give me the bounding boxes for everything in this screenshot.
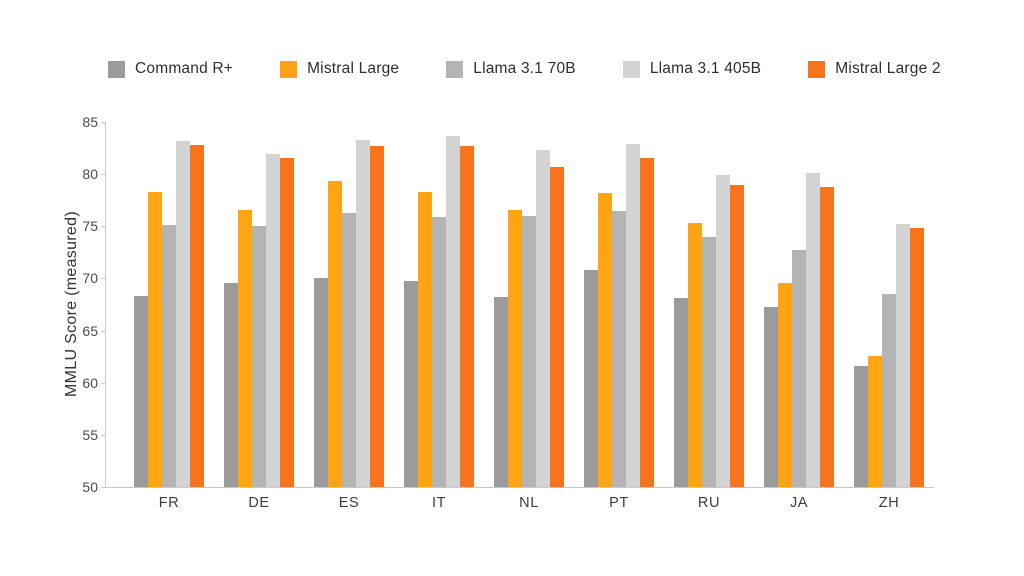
bar-pt-series-3 — [626, 143, 640, 487]
bar-group-pt — [584, 122, 654, 487]
bar-ru-series-2 — [702, 236, 716, 487]
bar-nl-series-1 — [508, 209, 522, 487]
y-tick-mark — [101, 278, 105, 280]
bar-ru-series-4 — [730, 184, 744, 487]
chart-legend: Command R+ Mistral Large Llama 3.1 70B Llam… — [108, 60, 941, 78]
bar-pt-series-4 — [640, 157, 654, 487]
bar-pt-series-1 — [598, 192, 612, 487]
y-tick-label: 60 — [82, 374, 98, 391]
legend-item-1: Mistral Large — [280, 60, 399, 78]
bar-it-series-1 — [418, 191, 432, 487]
legend-label: Mistral Large — [307, 60, 400, 77]
x-tick-label-ja: JA — [789, 495, 809, 511]
legend-label: Llama 3.1 70B — [473, 60, 576, 77]
x-tick-label-ru: RU — [697, 495, 721, 511]
y-tick-label: 50 — [82, 479, 98, 495]
bar-fr-series-3 — [176, 140, 190, 487]
legend-item-3: Llama 3.1 405B — [622, 60, 762, 78]
bar-fr-series-4 — [190, 144, 204, 487]
bar-group-ja — [764, 122, 834, 487]
x-tick-label-it: IT — [431, 495, 447, 511]
y-tick-mark — [101, 122, 105, 123]
x-tick-label-fr: FR — [158, 495, 180, 511]
bar-group-es — [314, 122, 384, 487]
bar-es-series-2 — [342, 212, 356, 487]
bar-es-series-0 — [314, 278, 328, 487]
bar-zh-series-0 — [854, 366, 868, 487]
bar-nl-series-3 — [536, 150, 550, 487]
legend-item-0: Command R+ — [108, 60, 233, 78]
bar-group-it — [404, 122, 474, 487]
y-tick-mark — [101, 330, 105, 332]
legend-label: Llama 3.1 405B — [649, 60, 762, 77]
legend-swatch-icon — [808, 60, 826, 78]
x-tick-label-es: ES — [338, 495, 360, 511]
y-tick-label: 55 — [82, 426, 98, 443]
bar-it-series-4 — [460, 146, 474, 487]
x-tick-label-pt: PT — [609, 495, 629, 511]
bar-de-series-4 — [280, 157, 294, 487]
plot-area: 50 55 60 65 70 75 80 85 FR DE ES IT NL PT RU JA ZH — [82, 114, 934, 511]
bar-it-series-3 — [446, 135, 460, 487]
x-tick-label-nl: NL — [519, 495, 539, 511]
legend-item-2: Llama 3.1 70B — [446, 60, 576, 78]
bar-ru-series-3 — [716, 175, 730, 487]
bar-de-series-0 — [224, 282, 238, 487]
bar-zh-series-2 — [882, 294, 896, 487]
legend-swatch-icon — [446, 60, 464, 78]
legend-label: Command R+ — [135, 60, 234, 77]
bar-ja-series-2 — [792, 250, 806, 487]
bar-es-series-3 — [356, 139, 370, 487]
bar-ja-series-4 — [820, 186, 834, 487]
legend-swatch-icon — [108, 60, 125, 78]
y-tick-label: 70 — [82, 270, 98, 287]
y-tick-mark — [101, 382, 105, 384]
legend-item-4: Mistral Large 2 — [808, 60, 941, 78]
bar-group-nl — [494, 122, 564, 487]
bar-ja-series-0 — [764, 306, 778, 487]
bar-fr-series-2 — [162, 225, 176, 487]
bar-zh-series-3 — [896, 224, 910, 487]
bar-fr-series-1 — [148, 191, 162, 487]
bar-fr-series-0 — [134, 296, 148, 487]
y-tick-label: 75 — [82, 218, 98, 235]
bar-ru-series-1 — [688, 223, 702, 487]
y-axis-title: MMLU Score (measured) — [63, 211, 80, 397]
bar-group-fr — [134, 122, 204, 487]
y-tick-mark — [101, 174, 105, 176]
legend-swatch-icon — [280, 60, 298, 78]
bar-de-series-2 — [252, 226, 266, 487]
bar-group-ru — [674, 122, 744, 487]
bar-zh-series-1 — [868, 355, 882, 487]
legend-label: Mistral Large 2 — [835, 60, 941, 77]
bar-de-series-3 — [266, 154, 280, 487]
bar-group-zh — [854, 122, 924, 487]
legend-swatch-icon — [622, 60, 640, 78]
y-tick-label: 80 — [82, 166, 98, 183]
bar-ja-series-1 — [778, 282, 792, 487]
bar-nl-series-0 — [494, 297, 508, 487]
x-tick-label-de: DE — [248, 495, 270, 511]
y-tick-label: 65 — [82, 322, 98, 339]
bar-es-series-4 — [370, 146, 384, 487]
y-tick-mark — [101, 434, 105, 436]
bar-ja-series-3 — [806, 173, 820, 487]
bar-pt-series-2 — [612, 210, 626, 487]
y-tick-mark — [101, 226, 105, 228]
bar-de-series-1 — [238, 209, 252, 487]
y-tick-label: 85 — [82, 114, 98, 130]
bar-pt-series-0 — [584, 270, 598, 487]
bar-ru-series-0 — [674, 298, 688, 487]
bar-nl-series-2 — [522, 215, 536, 487]
y-tick-mark — [101, 487, 105, 488]
bar-es-series-1 — [328, 181, 342, 487]
bar-zh-series-4 — [910, 228, 924, 487]
bar-nl-series-4 — [550, 166, 564, 487]
x-tick-label-zh: ZH — [878, 495, 900, 511]
bar-it-series-0 — [404, 280, 418, 487]
bar-group-de — [224, 122, 294, 487]
bar-it-series-2 — [432, 216, 446, 487]
